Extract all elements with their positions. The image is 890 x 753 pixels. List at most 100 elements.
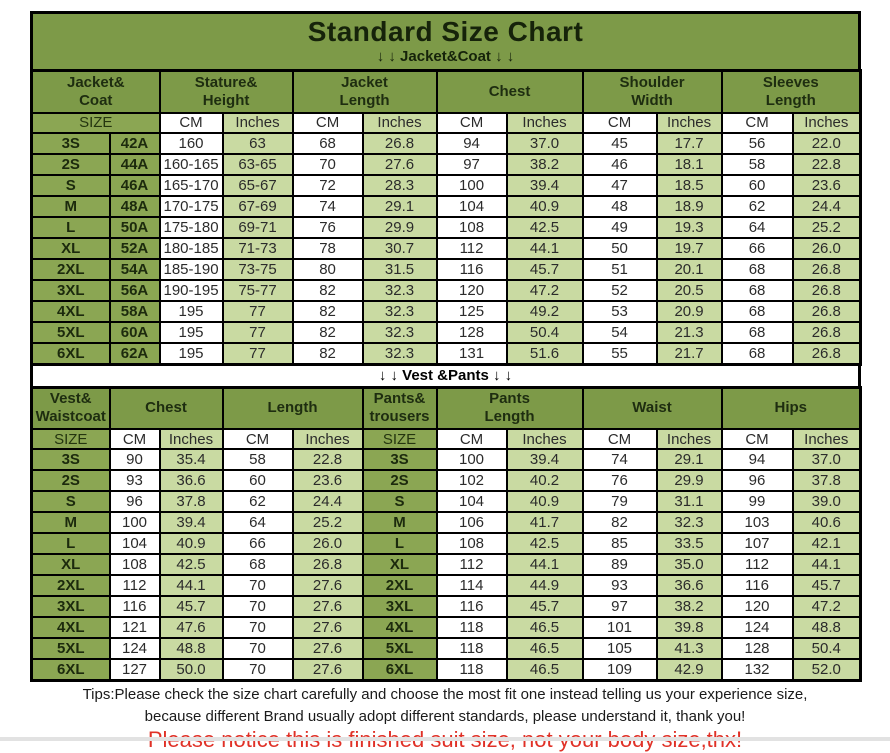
measurement-cell: 68 [720,320,794,344]
measurement-cell: 45.7 [158,595,224,618]
measurement-cell: 27.6 [291,574,364,597]
size-cell: 58A [108,299,161,323]
size-cell: M [30,511,111,534]
measurement-cell: 128 [435,320,508,344]
measurement-cell: 20.9 [655,299,723,323]
unit-header-cell: Inches [158,428,224,450]
measurement-cell: 46.5 [505,616,584,639]
table-row: XL 52A 180-185 71-73 78 30.7 112 44.1 50 19.7 66 26… [30,236,862,260]
measurement-cell: 37.0 [791,448,862,471]
measurement-cell: 64 [221,511,294,534]
unit-header-cell: Inches [655,111,723,134]
unit-header-cell: Inches [361,111,438,134]
measurement-cell: 97 [435,152,508,176]
measurement-cell: 26.8 [791,278,862,302]
measurement-cell: 38.2 [655,595,723,618]
measurement-cell: 42.9 [655,658,723,682]
measurement-cell: 70 [221,595,294,618]
measurement-cell: 38.2 [505,152,584,176]
column-group-header: Jacket& Coat [30,69,161,114]
jacket-coat-banner: ↓ ↓ Jacket&Coat ↓ ↓ [376,48,515,65]
jacket-coat-table: Jacket& Coat Stature& Height Jacket Length… [30,69,863,366]
measurement-cell: 69-71 [221,215,294,239]
size-cell: 5XL [361,637,438,660]
measurement-cell: 42.5 [505,532,584,555]
measurement-cell: 58 [221,448,294,471]
measurement-cell: 97 [581,595,658,618]
table-row: 2S 93 36.6 60 23.6 2S 102 40.2 76 29.9 96 37.8 [30,469,862,492]
table-row: M 48A 170-175 67-69 74 29.1 104 40.9 48 18.9 62 24.… [30,194,862,218]
measurement-cell: 77 [221,341,294,365]
measurement-cell: 128 [720,637,794,660]
measurement-cell: 100 [435,448,508,471]
measurement-cell: 64 [720,215,794,239]
measurement-cell: 47 [581,173,658,197]
measurement-cell: 108 [435,532,508,555]
unit-header-cell: CM [291,111,364,134]
measurement-cell: 19.3 [655,215,723,239]
column-group-header: Chest [108,386,224,430]
size-cell: S [30,490,111,513]
measurement-cell: 26.8 [791,320,862,344]
measurement-cell: 21.3 [655,320,723,344]
measurement-cell: 28.3 [361,173,438,197]
measurement-cell: 50.0 [158,658,224,682]
measurement-cell: 18.9 [655,194,723,218]
measurement-cell: 46.5 [505,658,584,682]
size-cell: 3XL [30,595,111,618]
measurement-cell: 131 [435,341,508,365]
measurement-cell: 32.3 [361,278,438,302]
measurement-cell: 46 [581,152,658,176]
measurement-cell: 45.7 [505,257,584,281]
column-group-header: Length [221,386,364,430]
measurement-cell: 70 [221,658,294,682]
size-cell: 2XL [30,257,111,281]
measurement-cell: 25.2 [791,215,862,239]
measurement-cell: 68 [720,278,794,302]
table-row: 3S 42A 160 63 68 26.8 94 37.0 45 17.7 56 22.0 [30,131,862,155]
size-cell: 52A [108,236,161,260]
measurement-cell: 20.1 [655,257,723,281]
size-cell: L [30,215,111,239]
column-group-row: Jacket& Coat Stature& Height Jacket Length… [30,69,862,114]
measurement-cell: 185-190 [158,257,224,281]
size-cell: 44A [108,152,161,176]
unit-header-cell: Inches [655,428,723,450]
unit-header-cell: CM [108,428,161,450]
measurement-cell: 82 [291,299,364,323]
measurement-cell: 68 [720,257,794,281]
table-row: 5XL 124 48.8 70 27.6 5XL 118 46.5 105 41.3 128 50.4 [30,637,862,660]
size-cell: 56A [108,278,161,302]
measurement-cell: 108 [108,553,161,576]
measurement-cell: 37.8 [791,469,862,492]
measurement-cell: 47.2 [505,278,584,302]
measurement-cell: 93 [581,574,658,597]
column-group-row: Vest& Waistcoat Chest Length Pants& trouser… [30,386,862,430]
measurement-cell: 54 [581,320,658,344]
measurement-cell: 25.2 [291,511,364,534]
size-cell: 60A [108,320,161,344]
measurement-cell: 116 [108,595,161,618]
measurement-cell: 29.1 [655,448,723,471]
measurement-cell: 104 [435,490,508,513]
size-cell: XL [30,236,111,260]
measurement-cell: 41.7 [505,511,584,534]
measurement-cell: 18.5 [655,173,723,197]
table-row: 6XL 62A 195 77 82 32.3 131 51.6 55 21.7 68 26.8 [30,341,862,365]
measurement-cell: 116 [435,595,508,618]
size-cell: M [361,511,438,534]
measurement-cell: 106 [435,511,508,534]
unit-header-cell: CM [435,111,508,134]
unit-header-cell: CM [435,428,508,450]
measurement-cell: 68 [221,553,294,576]
measurement-cell: 82 [291,278,364,302]
column-group-header: Pants& trousers [361,386,438,430]
table-row: 2XL 112 44.1 70 27.6 2XL 114 44.9 93 36.6 116 45.7 [30,574,862,597]
measurement-cell: 90 [108,448,161,471]
measurement-cell: 72 [291,173,364,197]
measurement-cell: 26.8 [791,341,862,365]
size-cell: XL [30,553,111,576]
measurement-cell: 180-185 [158,236,224,260]
measurement-cell: 22.8 [791,152,862,176]
measurement-cell: 56 [720,131,794,155]
